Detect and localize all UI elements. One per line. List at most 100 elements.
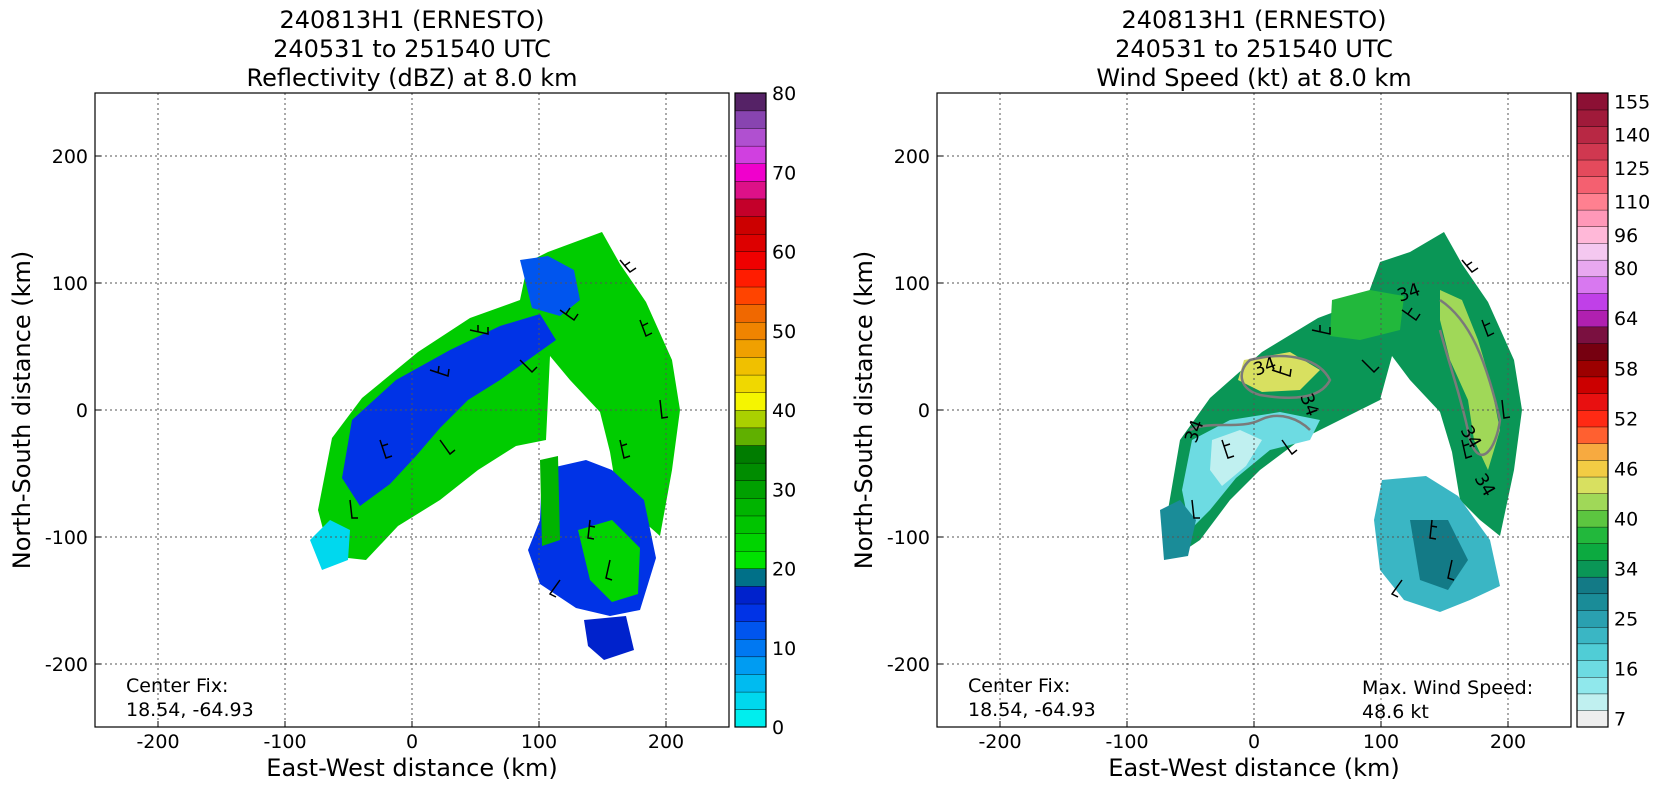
x-tick-label: 200 (648, 731, 684, 753)
colorbar-swatch (1576, 159, 1609, 177)
reflectivity-y-axis-label: North-South distance (km) (8, 251, 36, 570)
colorbar-tick-label: 30 (772, 479, 796, 501)
y-tick-label: -100 (45, 527, 88, 549)
wind-colorbar-labels: 7 16 25 34 40 46 52 58 64 80 96 110 125 140 155 (1614, 91, 1650, 730)
colorbar-swatch (1576, 509, 1609, 528)
reflectivity-wind-barbs (349, 259, 669, 598)
wind-y-tick-labels: 200 100 0 -100 -200 (887, 146, 930, 676)
y-tick-label: -100 (887, 527, 930, 549)
colorbar-swatch (734, 374, 767, 393)
colorbar-swatch (734, 427, 767, 446)
wind-ticks (937, 155, 1509, 727)
x-tick-label: 200 (1490, 731, 1526, 753)
colorbar-swatch (1576, 559, 1609, 578)
colorbar-swatch (1576, 226, 1609, 244)
wind-title: 240813H1 (ERNESTO) 240531 to 251540 UTC … (1096, 6, 1411, 92)
colorbar-swatch (734, 603, 767, 622)
wind-barb (1271, 365, 1292, 377)
colorbar-tick-label: 40 (1614, 508, 1638, 530)
y-tick-label: -200 (45, 654, 88, 676)
reflectivity-echo-south-green (578, 520, 640, 602)
colorbar-swatch (734, 550, 767, 570)
colorbar-swatch (734, 356, 767, 376)
colorbar-tick-label: 16 (1614, 659, 1638, 681)
reflectivity-echo-blue-north (520, 256, 580, 316)
wind-speed-field (1160, 232, 1522, 612)
wind-barb (1447, 559, 1455, 581)
colorbar-swatch (734, 621, 767, 640)
wind-barb (1221, 439, 1235, 459)
reflectivity-title-line-2: 240531 to 251540 UTC (273, 35, 551, 63)
colorbar-tick-label: 96 (1614, 225, 1638, 247)
wind-barb (605, 559, 613, 581)
colorbar-tick-label: 20 (772, 559, 796, 581)
reflectivity-echo-strip (540, 456, 560, 546)
wind-barb (1390, 579, 1403, 598)
colorbar-tick-label: 52 (1614, 408, 1638, 430)
colorbar-swatch (1576, 693, 1609, 711)
colorbar-tick-label: 7 (1614, 709, 1626, 731)
colorbar-swatch (1576, 676, 1609, 695)
colorbar-tick-label: 58 (1614, 358, 1638, 380)
wind-plot-area: 34 34 34 34 34 34 (937, 93, 1571, 727)
wind-grid (937, 93, 1571, 727)
center-fix-value: 18.54, -64.93 (968, 699, 1096, 721)
colorbar-swatch (1576, 643, 1609, 661)
center-fix-label: Center Fix: (968, 675, 1070, 697)
colorbar-swatch (734, 198, 767, 217)
colorbar-swatch (734, 533, 767, 552)
wind-wind-barbs (1191, 259, 1511, 598)
colorbar-swatch (734, 180, 767, 200)
wind-barb (559, 307, 579, 322)
wind-colorbar-frame (1576, 92, 1609, 728)
colorbar-swatch (1576, 443, 1609, 461)
wind-barb (1481, 319, 1495, 338)
colorbar-swatch (1576, 192, 1609, 211)
colorbar-swatch (1576, 343, 1609, 361)
colorbar-swatch (734, 163, 767, 182)
wind-barb (1461, 439, 1473, 459)
colorbar-swatch (1576, 359, 1609, 378)
wind-barb (587, 519, 596, 540)
wind-contours (1189, 298, 1502, 456)
wind-x-axis-label: East-West distance (km) (1108, 754, 1399, 782)
y-tick-label: 200 (52, 146, 88, 168)
wind-barb (1361, 359, 1380, 374)
reflectivity-x-tick-labels: -200 -100 0 100 200 (136, 731, 684, 753)
colorbar-swatch (734, 321, 767, 341)
colorbar-swatch (734, 673, 767, 693)
colorbar-swatch (734, 339, 767, 358)
x-tick-label: -200 (136, 731, 179, 753)
colorbar-tick-label: 10 (772, 638, 796, 660)
reflectivity-echo-tail (584, 616, 634, 660)
wind-panel: 240813H1 (ERNESTO) 240531 to 251540 UTC … (850, 6, 1650, 782)
colorbar-swatch (1576, 276, 1609, 294)
colorbar-swatch (1576, 326, 1609, 344)
y-tick-label: 0 (918, 400, 930, 422)
reflectivity-title-line-1: 240813H1 (ERNESTO) (279, 6, 544, 34)
colorbar-swatch (1576, 92, 1609, 111)
wind-colorbar-swatches (1576, 92, 1609, 728)
colorbar-swatch (734, 568, 767, 587)
wind-barb (429, 365, 450, 377)
wind-title-line-3: Wind Speed (kt) at 8.0 km (1096, 64, 1411, 92)
wind-title-line-2: 240531 to 251540 UTC (1115, 35, 1393, 63)
colorbar-tick-label: 25 (1614, 609, 1638, 631)
x-tick-label: 0 (1248, 731, 1260, 753)
reflectivity-colorbar-frame (734, 92, 767, 728)
center-fix-value: 18.54, -64.93 (126, 699, 254, 721)
wind-field-outer (1168, 232, 1522, 556)
colorbar-swatch (1576, 126, 1609, 144)
y-tick-label: 0 (76, 400, 88, 422)
reflectivity-title: 240813H1 (ERNESTO) 240531 to 251540 UTC … (247, 6, 578, 92)
colorbar-swatch (734, 233, 767, 252)
colorbar-swatch (1576, 309, 1609, 328)
reflectivity-center-fix: Center Fix: 18.54, -64.93 (126, 675, 254, 721)
wind-barb (619, 259, 637, 273)
wind-barb (349, 499, 358, 519)
wind-field-green-band (1330, 290, 1404, 340)
wind-y-axis-label: North-South distance (km) (850, 251, 878, 570)
colorbar-swatch (734, 128, 767, 147)
colorbar-swatch (734, 515, 767, 534)
